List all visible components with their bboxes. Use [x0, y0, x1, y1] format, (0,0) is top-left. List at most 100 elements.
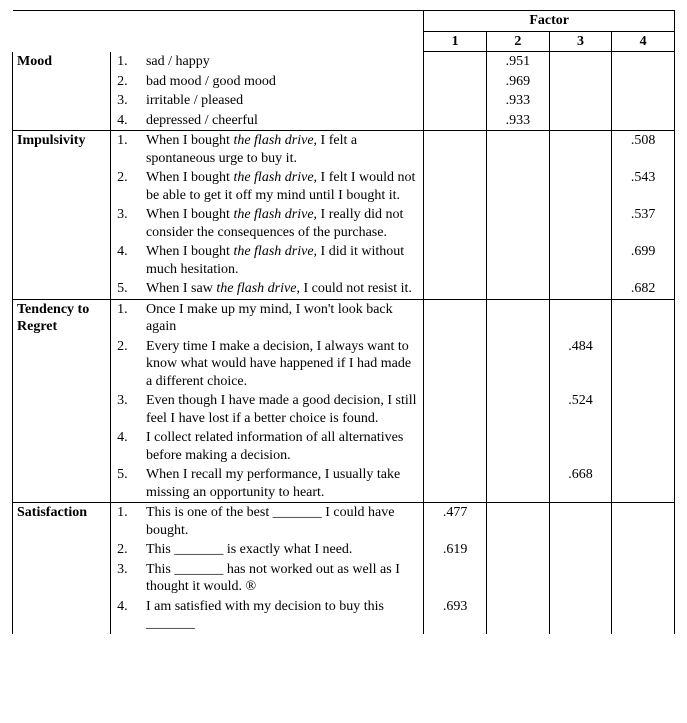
val	[487, 242, 550, 279]
val: .951	[487, 52, 550, 72]
val: .477	[424, 503, 487, 541]
item-number: 3.	[111, 560, 142, 597]
val	[612, 428, 675, 465]
item-number: 2.	[111, 337, 142, 392]
item-number: 1.	[111, 131, 142, 169]
table-row: 4. When I bought the flash drive, I did …	[13, 242, 675, 279]
val: .933	[487, 111, 550, 131]
val	[487, 560, 550, 597]
val	[549, 91, 612, 111]
table-row: 2. bad mood / good mood .969	[13, 72, 675, 92]
col-3: 3	[549, 31, 612, 52]
item-number: 1.	[111, 299, 142, 337]
val	[424, 52, 487, 72]
item-text: Every time I make a decision, I always w…	[142, 337, 424, 392]
val	[549, 111, 612, 131]
item-number: 2.	[111, 540, 142, 560]
val	[612, 503, 675, 541]
item-number: 4.	[111, 597, 142, 634]
table-row: 3. irritable / pleased .933	[13, 91, 675, 111]
val	[487, 391, 550, 428]
item-text: This _______ is exactly what I need.	[142, 540, 424, 560]
table-row: Tendency to Regret 1. Once I make up my …	[13, 299, 675, 337]
val	[487, 168, 550, 205]
table-row: 4. I am satisfied with my decision to bu…	[13, 597, 675, 634]
val	[612, 52, 675, 72]
category-mood: Mood	[13, 52, 111, 131]
item-text: bad mood / good mood	[142, 72, 424, 92]
table-row: Satisfaction 1. This is one of the best …	[13, 503, 675, 541]
val	[612, 337, 675, 392]
col-4: 4	[612, 31, 675, 52]
val: .543	[612, 168, 675, 205]
table-row: 2. This _______ is exactly what I need. …	[13, 540, 675, 560]
item-text: I am satisfied with my decision to buy t…	[142, 597, 424, 634]
col-2: 2	[487, 31, 550, 52]
val	[549, 52, 612, 72]
val	[549, 597, 612, 634]
header-row-1: Factor	[13, 11, 675, 32]
item-text: This _______ has not worked out as well …	[142, 560, 424, 597]
val	[612, 560, 675, 597]
val	[487, 540, 550, 560]
val	[487, 299, 550, 337]
item-number: 3.	[111, 205, 142, 242]
val: .933	[487, 91, 550, 111]
category-tendency-to-regret: Tendency to Regret	[13, 299, 111, 503]
val	[424, 337, 487, 392]
item-text: When I bought the flash drive, I felt I …	[142, 168, 424, 205]
item-text: When I recall my performance, I usually …	[142, 465, 424, 503]
item-text: This is one of the best _______ I could …	[142, 503, 424, 541]
table-row: 4. I collect related information of all …	[13, 428, 675, 465]
item-number: 2.	[111, 168, 142, 205]
val: .524	[549, 391, 612, 428]
item-number: 4.	[111, 111, 142, 131]
val	[424, 131, 487, 169]
val	[487, 337, 550, 392]
val	[549, 428, 612, 465]
val	[424, 205, 487, 242]
val	[424, 168, 487, 205]
val	[424, 391, 487, 428]
table-row: Mood 1. sad / happy .951	[13, 52, 675, 72]
item-number: 2.	[111, 72, 142, 92]
val: .484	[549, 337, 612, 392]
val	[549, 560, 612, 597]
table-row: 5. When I saw the flash drive, I could n…	[13, 279, 675, 299]
item-number: 4.	[111, 428, 142, 465]
val	[487, 465, 550, 503]
category-impulsivity: Impulsivity	[13, 131, 111, 300]
item-number: 4.	[111, 242, 142, 279]
val	[612, 465, 675, 503]
item-text: When I bought the flash drive, I did it …	[142, 242, 424, 279]
item-number: 5.	[111, 465, 142, 503]
val	[549, 72, 612, 92]
val: .969	[487, 72, 550, 92]
val	[549, 503, 612, 541]
val: .682	[612, 279, 675, 299]
val	[424, 279, 487, 299]
val	[612, 111, 675, 131]
item-number: 3.	[111, 91, 142, 111]
item-text: When I bought the flash drive, I really …	[142, 205, 424, 242]
item-text: When I bought the flash drive, I felt a …	[142, 131, 424, 169]
val	[487, 503, 550, 541]
item-number: 3.	[111, 391, 142, 428]
table-row: 2. When I bought the flash drive, I felt…	[13, 168, 675, 205]
val	[487, 428, 550, 465]
val: .619	[424, 540, 487, 560]
val	[612, 597, 675, 634]
factor-table: Factor 1 2 3 4 Mood 1. sad / happy .951 …	[12, 10, 675, 634]
val	[549, 242, 612, 279]
item-text: When I saw the flash drive, I could not …	[142, 279, 424, 299]
table-row: 2. Every time I make a decision, I alway…	[13, 337, 675, 392]
val	[487, 205, 550, 242]
val	[424, 299, 487, 337]
val	[549, 168, 612, 205]
val	[612, 540, 675, 560]
val	[487, 279, 550, 299]
factor-header: Factor	[424, 11, 675, 32]
item-number: 1.	[111, 52, 142, 72]
val	[487, 131, 550, 169]
table-row: 3. Even though I have made a good decisi…	[13, 391, 675, 428]
